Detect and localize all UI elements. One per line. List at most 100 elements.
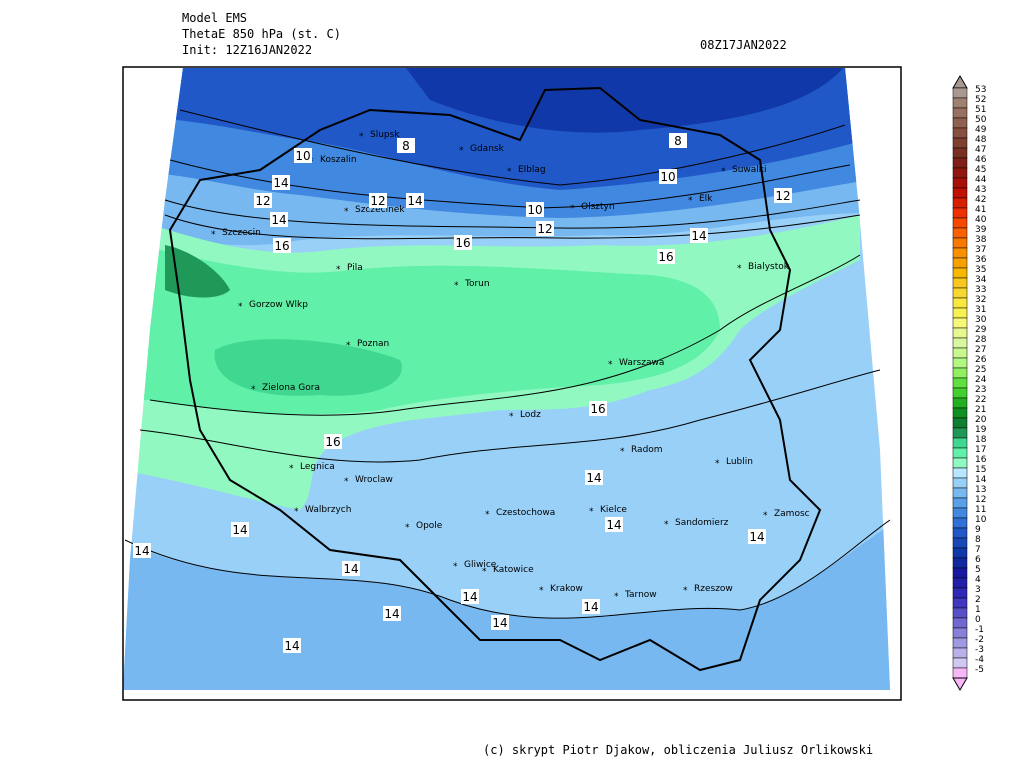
- city-marker: *: [688, 196, 693, 206]
- city-marker: *: [509, 412, 514, 422]
- contour-label: 14: [384, 607, 399, 621]
- city-label: Radom: [631, 445, 663, 455]
- contour-line: [124, 519, 891, 619]
- city-marker: *: [453, 562, 458, 572]
- contour-label: 12: [775, 189, 790, 203]
- colorbar-label: 47: [975, 145, 986, 155]
- footer: (c) skrypt Piotr Djakow, obliczenia Juli…: [483, 743, 873, 757]
- contour-label: 14: [606, 518, 621, 532]
- contour-label: 10: [527, 203, 542, 217]
- city-label: Suwalki: [732, 165, 767, 175]
- colorbar-label: 21: [975, 405, 986, 415]
- colorbar-cell: [952, 487, 968, 499]
- contour-label: 14: [271, 213, 286, 227]
- contour-label: 14: [343, 562, 358, 576]
- init-time: Init: 12Z16JAN2022: [182, 43, 312, 57]
- city-marker: *: [294, 507, 299, 517]
- contour-label-box: [369, 193, 387, 208]
- contour-label: 14: [583, 600, 598, 614]
- contour-label: 14: [284, 639, 299, 653]
- colorbar-cell: [952, 397, 968, 409]
- colorbar-cell: [952, 317, 968, 329]
- colorbar-cell: [952, 527, 968, 539]
- colorbar-label: 53: [975, 85, 986, 95]
- colorbar-label: 39: [975, 225, 987, 235]
- city-label: Bialystok: [748, 262, 790, 272]
- colorbar-label: 20: [975, 415, 987, 425]
- colorbar-label: -5: [975, 665, 984, 675]
- city-marker: *: [459, 146, 464, 156]
- colorbar-label: 14: [975, 475, 987, 485]
- contour-label-box: [585, 470, 603, 485]
- colorbar-cell: [952, 357, 968, 369]
- colorbar-cell: [952, 257, 968, 269]
- colorbar-cell: [952, 177, 968, 189]
- colorbar-label: 29: [975, 325, 987, 335]
- city-label: Warszawa: [619, 358, 664, 368]
- colorbar-label: 43: [975, 185, 986, 195]
- city-label: Wroclaw: [355, 475, 393, 485]
- contour-label-box: [582, 599, 600, 614]
- city-label: Rzeszow: [694, 584, 733, 594]
- city-label: Walbrzych: [305, 505, 351, 515]
- colorbar-cell: [952, 567, 968, 579]
- contour-label: 14: [492, 616, 507, 630]
- city-label: Lodz: [520, 410, 541, 420]
- colorbar-label: 12: [975, 495, 986, 505]
- colorbar-label: 40: [975, 215, 987, 225]
- city-marker: *: [405, 523, 410, 533]
- contour-label: 12: [370, 194, 385, 208]
- contour-label: 14: [232, 523, 247, 537]
- band-7: [400, 68, 850, 133]
- band-13: [123, 520, 890, 690]
- contour-label-box: [669, 133, 687, 148]
- contour-label: 10: [295, 149, 310, 163]
- colorbar-cell: [952, 277, 968, 289]
- contour-label-box: [690, 228, 708, 243]
- colorbar-cell: [952, 437, 968, 449]
- city-marker: *: [359, 132, 364, 142]
- colorbar-cell: [952, 457, 968, 469]
- country-border: [168, 86, 822, 672]
- colorbar-cell: [952, 97, 968, 109]
- colorbar-label: -2: [975, 635, 984, 645]
- contour-label: 16: [455, 236, 470, 250]
- city-marker: *: [664, 520, 669, 530]
- colorbar-label: 5: [975, 565, 981, 575]
- city-marker: *: [715, 459, 720, 469]
- contour-label-box: [774, 188, 792, 203]
- colorbar-label: -3: [975, 645, 984, 655]
- city-label: Lublin: [726, 457, 753, 467]
- city-marker: *: [344, 207, 349, 217]
- contour-line: [164, 214, 861, 240]
- colorbar-cell: [952, 347, 968, 359]
- contour-label-box: [383, 606, 401, 621]
- city-label: Opole: [416, 521, 443, 531]
- city-label: Koszalin: [320, 155, 357, 165]
- city-label: Olsztyn: [581, 202, 615, 212]
- city-label: Gliwice: [464, 560, 497, 570]
- city-label: Gorzow Wlkp: [249, 300, 308, 310]
- contour-label: 16: [658, 250, 673, 264]
- colorbar-label: 48: [975, 135, 987, 145]
- contour-label: 14: [691, 229, 706, 243]
- colorbar-label: 51: [975, 105, 986, 115]
- colorbar-cell: [952, 217, 968, 229]
- city-marker: *: [454, 281, 459, 291]
- colorbar-cell: [952, 507, 968, 519]
- city-marker: *: [614, 592, 619, 602]
- colorbar-label: 24: [975, 375, 987, 385]
- colorbar-cell: [952, 237, 968, 249]
- contour-label-box: [294, 148, 312, 163]
- colorbar: 5352515049484746454443424140393837363534…: [952, 75, 987, 691]
- colorbar-cell: [952, 587, 968, 599]
- colorbar-label: 25: [975, 365, 986, 375]
- colorbar-cell: [952, 287, 968, 299]
- colorbar-cell: [952, 517, 968, 529]
- colorbar-cell: [952, 147, 968, 159]
- city-label: Sandomierz: [675, 518, 729, 528]
- city-label: Czestochowa: [496, 508, 555, 518]
- colorbar-cell: [952, 267, 968, 279]
- city-marker: *: [763, 511, 768, 521]
- colorbar-label: 32: [975, 295, 986, 305]
